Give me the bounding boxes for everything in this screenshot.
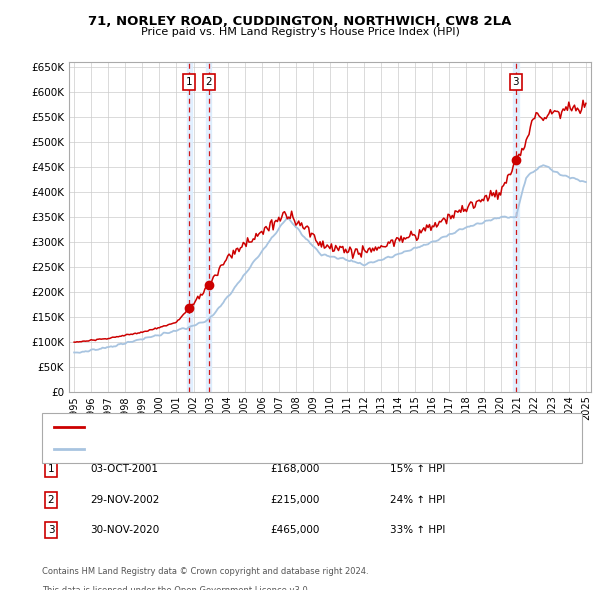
Text: 24% ↑ HPI: 24% ↑ HPI	[390, 495, 445, 504]
Text: 33% ↑ HPI: 33% ↑ HPI	[390, 526, 445, 535]
Text: 3: 3	[47, 526, 55, 535]
Text: 2: 2	[206, 77, 212, 87]
Bar	[514, 62, 518, 392]
Text: 71, NORLEY ROAD, CUDDINGTON, NORTHWICH, CW8 2LA: 71, NORLEY ROAD, CUDDINGTON, NORTHWICH, …	[88, 15, 512, 28]
Text: 30-NOV-2020: 30-NOV-2020	[90, 526, 159, 535]
Text: Contains HM Land Registry data © Crown copyright and database right 2024.: Contains HM Land Registry data © Crown c…	[42, 567, 368, 576]
Text: £465,000: £465,000	[270, 526, 319, 535]
Text: £168,000: £168,000	[270, 464, 319, 474]
Text: 15% ↑ HPI: 15% ↑ HPI	[390, 464, 445, 474]
Text: 1: 1	[186, 77, 193, 87]
Text: HPI: Average price, detached house, Cheshire West and Chester: HPI: Average price, detached house, Ches…	[93, 444, 407, 454]
Text: 29-NOV-2002: 29-NOV-2002	[90, 495, 160, 504]
Text: 3: 3	[512, 77, 519, 87]
Text: 2: 2	[47, 495, 55, 504]
Text: 03-OCT-2001: 03-OCT-2001	[90, 464, 158, 474]
Bar	[206, 62, 211, 392]
Text: £215,000: £215,000	[270, 495, 319, 504]
Text: 1: 1	[47, 464, 55, 474]
Text: Price paid vs. HM Land Registry's House Price Index (HPI): Price paid vs. HM Land Registry's House …	[140, 27, 460, 37]
Bar	[187, 62, 192, 392]
Text: This data is licensed under the Open Government Licence v3.0.: This data is licensed under the Open Gov…	[42, 586, 310, 590]
Text: 71, NORLEY ROAD, CUDDINGTON, NORTHWICH, CW8 2LA (detached house): 71, NORLEY ROAD, CUDDINGTON, NORTHWICH, …	[93, 422, 463, 432]
